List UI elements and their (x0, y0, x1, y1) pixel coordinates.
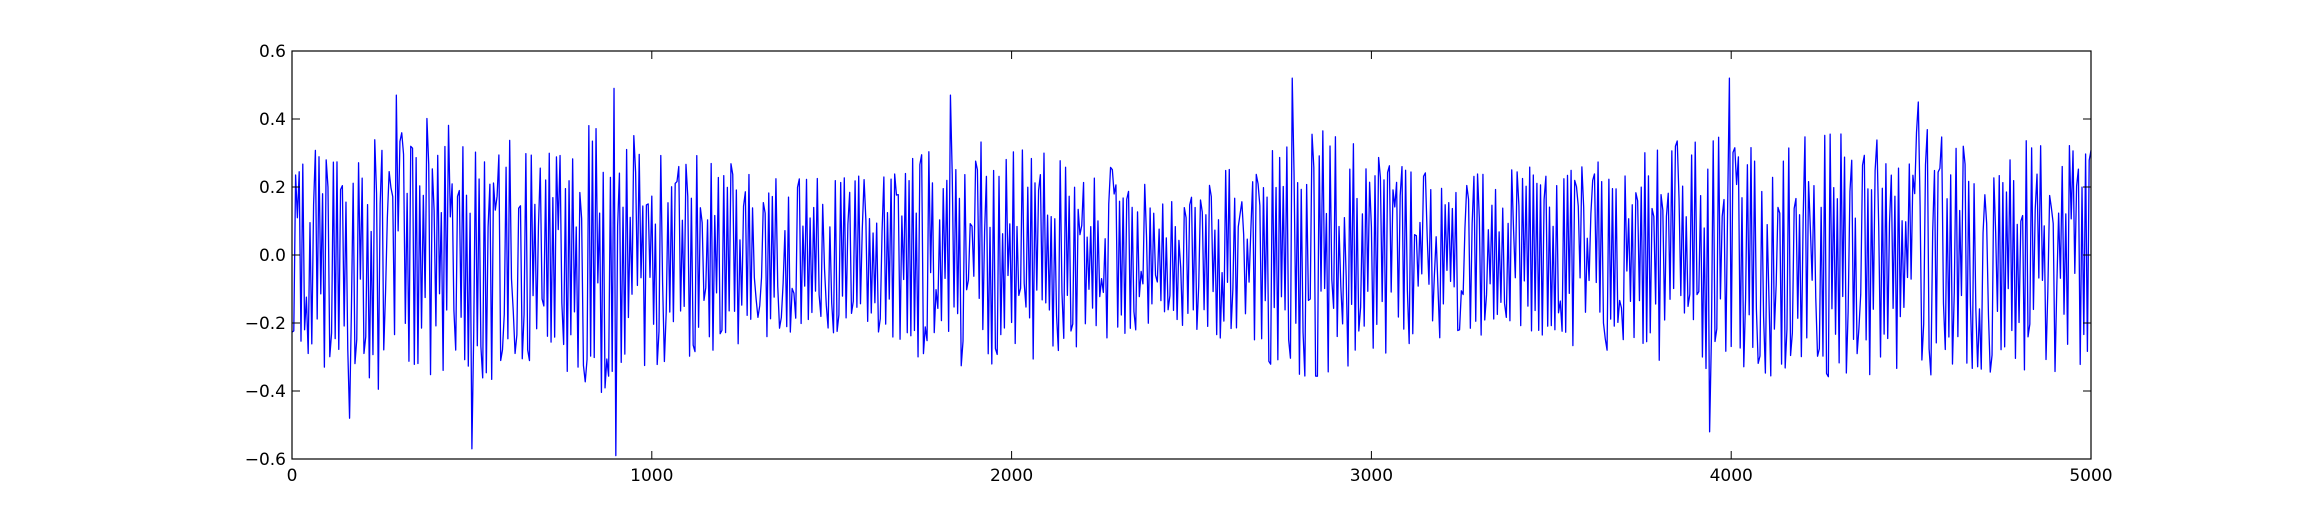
y-tick-label: −0.6 (245, 450, 286, 470)
y-tick-label: 0.2 (259, 178, 286, 198)
series-line-0 (291, 77, 2092, 457)
y-tick-label: 0.0 (259, 246, 286, 266)
plot-frame (291, 50, 2092, 460)
x-tick-label: 4000 (1710, 466, 1753, 486)
y-tick-label: −0.2 (245, 314, 286, 334)
y-tick-label: 0.4 (259, 110, 286, 130)
y-tick-label: −0.4 (245, 382, 286, 402)
x-tick-label: 1000 (630, 466, 673, 486)
plot-area (291, 77, 2092, 457)
x-tick-label: 0 (287, 466, 298, 486)
x-tick-label: 3000 (1350, 466, 1393, 486)
x-axis: 0 1000 2000 3000 4000 5000 (287, 51, 2113, 486)
y-tick-label: 0.6 (259, 42, 286, 62)
x-tick-label: 2000 (990, 466, 1033, 486)
y-axis: −0.6 −0.4 −0.2 0.0 0.2 0.4 0.6 (245, 42, 2091, 470)
x-tick-label: 5000 (2069, 466, 2112, 486)
